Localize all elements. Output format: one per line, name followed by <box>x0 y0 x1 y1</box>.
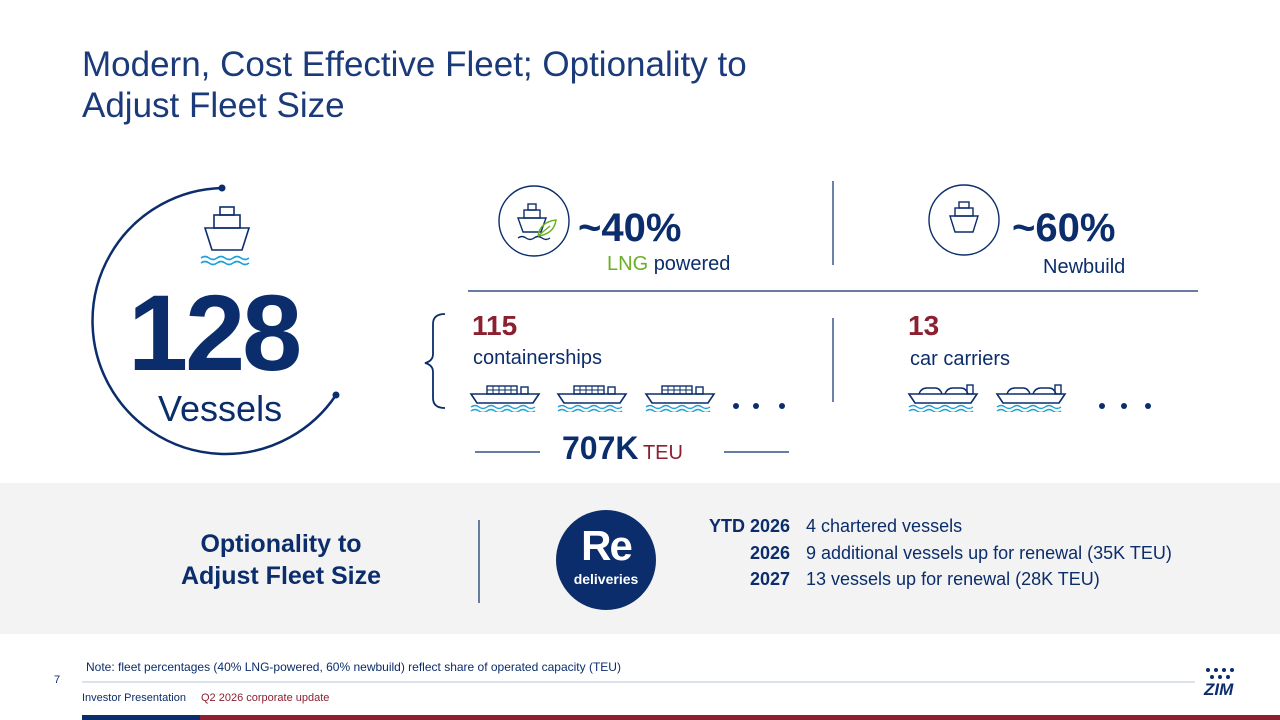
car-carrier-label: car carriers <box>910 348 1011 370</box>
lng-label: LNG powered <box>607 253 730 276</box>
footnote: Note: fleet percentages (40% LNG-powered… <box>86 660 621 674</box>
containership-icon <box>645 385 715 412</box>
footer-bar <box>200 715 1280 720</box>
footer-bar <box>82 715 200 720</box>
lng-icon <box>498 185 570 257</box>
renewal-period: YTD 2026 <box>708 516 790 536</box>
newbuild-ship <box>949 201 979 233</box>
title-line: Adjust Fleet Size <box>82 86 345 125</box>
fleet-arc <box>91 186 338 456</box>
badge <box>556 510 656 610</box>
capacity-value: 707K <box>562 430 639 466</box>
optionality-title: Optionality to Adjust Fleet Size <box>150 528 412 592</box>
page-number: 7 <box>54 674 61 686</box>
arc-dot <box>218 184 226 192</box>
newbuild-value: ~60% <box>1012 206 1116 250</box>
title: Modern, Cost Effective Fleet; Optionalit… <box>82 44 747 126</box>
badge-main: Re <box>581 522 633 569</box>
fleet-total-label: Vessels <box>158 388 283 429</box>
renewal-text: 9 additional vessels up for renewal (35K… <box>806 543 1172 563</box>
footer-left: Investor Presentation <box>82 692 186 704</box>
lng-text: powered <box>653 253 731 275</box>
optionality-line: Optionality to <box>200 530 362 558</box>
brace <box>424 313 446 409</box>
badge-sub: deliveries <box>573 571 639 587</box>
containership-count: 115 <box>472 310 518 341</box>
containership-icon <box>470 385 540 412</box>
renewal-period: 2027 <box>749 569 790 589</box>
capacity-unit: TEU <box>642 442 683 464</box>
newbuild-label: Newbuild <box>1043 256 1126 278</box>
lng-highlight: LNG <box>607 253 649 275</box>
logo-stars <box>1206 668 1234 679</box>
ellipsis <box>1099 403 1151 409</box>
arc-dot <box>332 391 340 399</box>
footer-right: Q2 2026 corporate update <box>201 692 330 704</box>
lng-value: ~40% <box>578 206 682 250</box>
car-carrier-icon <box>996 384 1066 412</box>
renewal-text: 4 chartered vessels <box>806 516 963 536</box>
title-line: Modern, Cost Effective Fleet; Optionalit… <box>82 45 747 84</box>
renewal-text: 13 vessels up for renewal (28K TEU) <box>806 569 1100 589</box>
containership-label: containerships <box>473 347 602 369</box>
capacity: 707K TEU <box>562 430 683 467</box>
containership-icon <box>557 385 627 412</box>
logo: ZIM <box>1204 680 1234 699</box>
newbuild-icon <box>928 184 1000 256</box>
ellipsis <box>733 403 785 409</box>
fleet-total: 128 <box>128 272 302 393</box>
renewal-period: 2026 <box>749 543 790 563</box>
car-carrier-count: 13 <box>908 310 940 341</box>
ship-icon <box>200 206 251 266</box>
lng-ship <box>517 203 557 241</box>
optionality-line: Adjust Fleet Size <box>180 562 382 590</box>
car-carrier-icon <box>908 384 978 412</box>
